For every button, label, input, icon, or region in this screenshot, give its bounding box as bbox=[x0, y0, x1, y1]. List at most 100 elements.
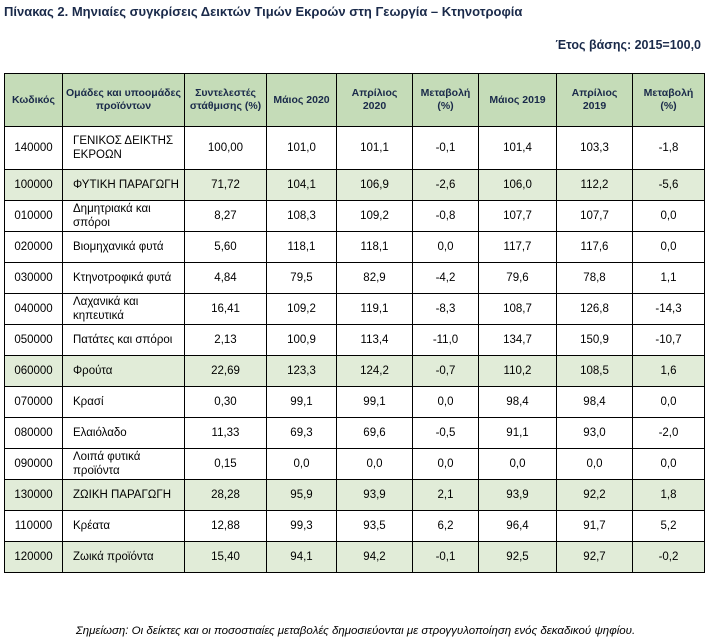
row-name: ΓΕΝΙΚΟΣ ΔΕΙΚΤΗΣ ΕΚΡΟΩΝ bbox=[62, 126, 185, 170]
row-weight: 71,72 bbox=[184, 169, 267, 201]
row-april-2020: 106,9 bbox=[336, 169, 413, 201]
row-weight: 28,28 bbox=[184, 479, 267, 511]
table-row: 130000 ΖΩΙΚΗ ΠΑΡΑΓΩΓΗ 28,28 95,9 93,9 2,1 93,9… bbox=[4, 479, 705, 511]
table-row: 140000 ΓΕΝΙΚΟΣ ΔΕΙΚΤΗΣ ΕΚΡΟΩΝ 100,00 101,0 1… bbox=[4, 126, 705, 170]
row-april-2020: 113,4 bbox=[336, 324, 413, 356]
row-may-2020: 69,3 bbox=[266, 417, 337, 449]
row-change-2019: -1,8 bbox=[632, 126, 705, 170]
table-row: 040000 Λαχανικά και κηπευτικά 16,41 109,2 11… bbox=[4, 293, 705, 325]
row-april-2019: 107,7 bbox=[556, 200, 633, 232]
row-may-2020: 99,1 bbox=[266, 386, 337, 418]
row-april-2019: 78,8 bbox=[556, 262, 633, 294]
row-name: Πατάτες και σπόροι bbox=[62, 324, 185, 356]
row-code: 040000 bbox=[4, 293, 63, 325]
row-change-2020: -4,2 bbox=[412, 262, 479, 294]
table-row: 030000 Κτηνοτροφικά φυτά 4,84 79,5 82,9 -4,2 7… bbox=[4, 262, 705, 294]
row-change-2020: -0,7 bbox=[412, 355, 479, 387]
row-may-2020: 109,2 bbox=[266, 293, 337, 325]
row-code: 020000 bbox=[4, 231, 63, 263]
row-may-2020: 95,9 bbox=[266, 479, 337, 511]
row-change-2019: -0,2 bbox=[632, 541, 705, 573]
row-april-2020: 99,1 bbox=[336, 386, 413, 418]
row-april-2019: 0,0 bbox=[556, 448, 633, 480]
row-april-2019: 91,7 bbox=[556, 510, 633, 542]
row-code: 140000 bbox=[4, 126, 63, 170]
row-may-2020: 123,3 bbox=[266, 355, 337, 387]
base-year-label: Έτος βάσης: 2015=100,0 bbox=[555, 38, 701, 52]
row-change-2019: 1,1 bbox=[632, 262, 705, 294]
row-may-2020: 101,0 bbox=[266, 126, 337, 170]
row-name: Ελαιόλαδο bbox=[62, 417, 185, 449]
row-weight: 12,88 bbox=[184, 510, 267, 542]
row-april-2020: 0,0 bbox=[336, 448, 413, 480]
row-april-2019: 108,5 bbox=[556, 355, 633, 387]
row-code: 110000 bbox=[4, 510, 63, 542]
header-may-2020: Μάιος 2020 bbox=[266, 73, 337, 127]
row-change-2020: -11,0 bbox=[412, 324, 479, 356]
row-name: Λαχανικά και κηπευτικά bbox=[62, 293, 185, 325]
table-row: 020000 Βιομηχανικά φυτά 5,60 118,1 118,1 0,0 1… bbox=[4, 231, 705, 263]
table-row: 090000 Λοιπά φυτικά προϊόντα 0,15 0,0 0,0 0,0… bbox=[4, 448, 705, 480]
row-may-2019: 106,0 bbox=[478, 169, 557, 201]
row-may-2020: 99,3 bbox=[266, 510, 337, 542]
table-row: 110000 Κρέατα 12,88 99,3 93,5 6,2 96,4 91,7 5,2 bbox=[4, 510, 705, 542]
row-change-2020: -2,6 bbox=[412, 169, 479, 201]
header-code: Κωδικός bbox=[4, 73, 63, 127]
row-change-2019: 0,0 bbox=[632, 448, 705, 480]
row-april-2019: 117,6 bbox=[556, 231, 633, 263]
table-row: 120000 Ζωικά προϊόντα 15,40 94,1 94,2 -0,1 92,… bbox=[4, 541, 705, 573]
row-april-2020: 93,5 bbox=[336, 510, 413, 542]
row-code: 060000 bbox=[4, 355, 63, 387]
row-change-2019: -10,7 bbox=[632, 324, 705, 356]
table-row: 070000 Κρασί 0,30 99,1 99,1 0,0 98,4 98,4 0,0 bbox=[4, 386, 705, 418]
row-weight: 22,69 bbox=[184, 355, 267, 387]
row-may-2020: 100,9 bbox=[266, 324, 337, 356]
row-april-2020: 119,1 bbox=[336, 293, 413, 325]
row-weight: 0,30 bbox=[184, 386, 267, 418]
row-april-2019: 92,2 bbox=[556, 479, 633, 511]
row-change-2020: 2,1 bbox=[412, 479, 479, 511]
row-weight: 8,27 bbox=[184, 200, 267, 232]
row-april-2020: 82,9 bbox=[336, 262, 413, 294]
row-may-2020: 104,1 bbox=[266, 169, 337, 201]
row-may-2019: 107,7 bbox=[478, 200, 557, 232]
row-april-2020: 69,6 bbox=[336, 417, 413, 449]
row-april-2019: 112,2 bbox=[556, 169, 633, 201]
row-name: Ζωικά προϊόντα bbox=[62, 541, 185, 573]
table-row: 080000 Ελαιόλαδο 11,33 69,3 69,6 -0,5 91,1 93,0… bbox=[4, 417, 705, 449]
row-april-2020: 124,2 bbox=[336, 355, 413, 387]
row-change-2020: 0,0 bbox=[412, 386, 479, 418]
table-title: Πίνακας 2. Μηνιαίες συγκρίσεις Δεικτών Τ… bbox=[4, 4, 523, 19]
row-name: Κρασί bbox=[62, 386, 185, 418]
row-may-2019: 110,2 bbox=[478, 355, 557, 387]
row-code: 130000 bbox=[4, 479, 63, 511]
footnote: Σημείωση: Οι δείκτες και οι ποσοστιαίες … bbox=[75, 625, 636, 637]
row-april-2019: 150,9 bbox=[556, 324, 633, 356]
row-change-2019: 1,6 bbox=[632, 355, 705, 387]
row-name: ΦΥΤΙΚΗ ΠΑΡΑΓΩΓΗ bbox=[62, 169, 185, 201]
row-change-2019: 0,0 bbox=[632, 200, 705, 232]
row-may-2019: 79,6 bbox=[478, 262, 557, 294]
row-weight: 100,00 bbox=[184, 126, 267, 170]
row-april-2020: 118,1 bbox=[336, 231, 413, 263]
row-may-2019: 101,4 bbox=[478, 126, 557, 170]
row-name: Βιομηχανικά φυτά bbox=[62, 231, 185, 263]
row-may-2019: 93,9 bbox=[478, 479, 557, 511]
row-name: ΖΩΙΚΗ ΠΑΡΑΓΩΓΗ bbox=[62, 479, 185, 511]
header-change-2019: Μεταβολή (%) bbox=[632, 73, 705, 127]
header-row: Κωδικός Ομάδες και υποομάδες προϊόντων Σ… bbox=[4, 73, 705, 127]
row-may-2019: 92,5 bbox=[478, 541, 557, 573]
row-change-2019: 1,8 bbox=[632, 479, 705, 511]
row-code: 090000 bbox=[4, 448, 63, 480]
row-change-2019: -2,0 bbox=[632, 417, 705, 449]
row-code: 080000 bbox=[4, 417, 63, 449]
row-weight: 15,40 bbox=[184, 541, 267, 573]
row-change-2019: 0,0 bbox=[632, 386, 705, 418]
header-april-2020: Απρίλιος 2020 bbox=[336, 73, 413, 127]
row-april-2020: 109,2 bbox=[336, 200, 413, 232]
row-april-2020: 93,9 bbox=[336, 479, 413, 511]
header-change-2020: Μεταβολή (%) bbox=[412, 73, 479, 127]
table-row: 100000 ΦΥΤΙΚΗ ΠΑΡΑΓΩΓΗ 71,72 104,1 106,9 -2,6… bbox=[4, 169, 705, 201]
table-row: 060000 Φρούτα 22,69 123,3 124,2 -0,7 110,2 108,… bbox=[4, 355, 705, 387]
row-weight: 5,60 bbox=[184, 231, 267, 263]
